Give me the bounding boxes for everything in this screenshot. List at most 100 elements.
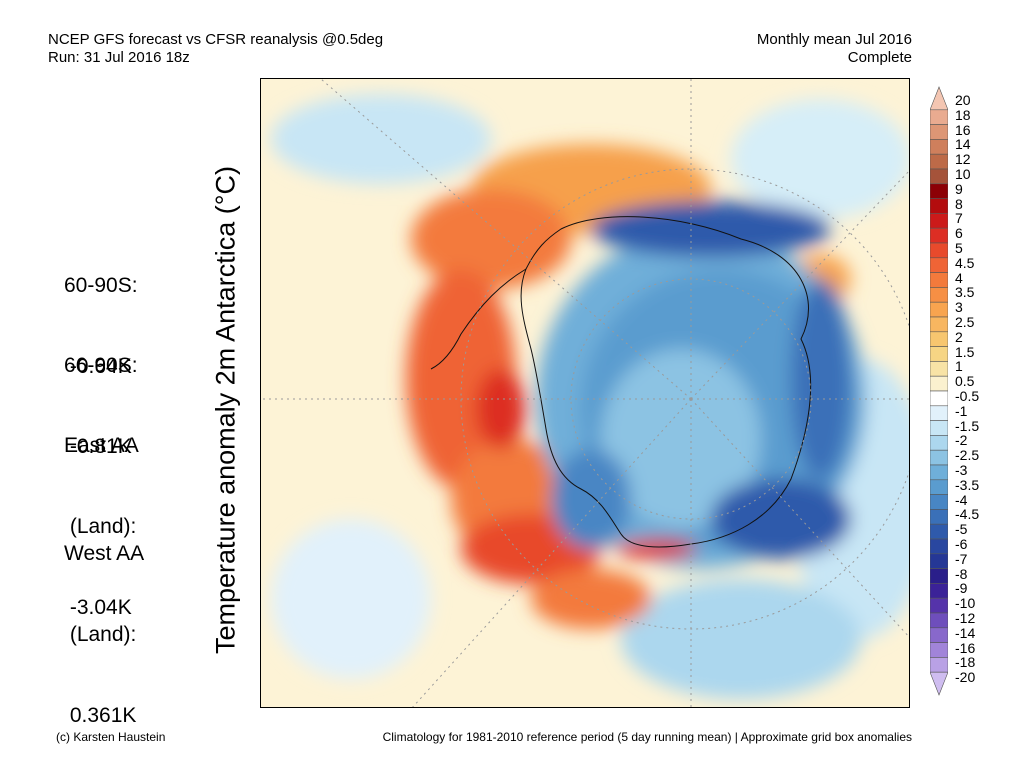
- colorbar-tick-label: -3: [955, 462, 968, 478]
- anomaly-map-svg: [261, 79, 909, 707]
- colorbar-swatch: [930, 523, 948, 540]
- colorbar-swatch: [930, 671, 948, 696]
- colorbar-swatch: [930, 479, 948, 495]
- colorbar-tick-label: -0.5: [955, 388, 980, 404]
- colorbar-tick-label: -8: [955, 565, 968, 582]
- colorbar-tick-label: 16: [955, 121, 971, 138]
- colorbar-tick-label: -14: [955, 624, 976, 641]
- colorbar-swatch: [930, 301, 948, 318]
- colorbar-tick-label: 0.5: [955, 373, 975, 390]
- colorbar-tick-label: -9: [955, 580, 968, 597]
- credit-text: (c) Karsten Haustein: [56, 730, 166, 744]
- colorbar-tick-label: 3: [955, 299, 963, 316]
- colorbar-swatch: [930, 375, 948, 392]
- stat-label: West AA: [64, 542, 145, 565]
- colorbar-tick-label: -2: [955, 432, 968, 449]
- colorbar-tick-label: -2.5: [955, 447, 980, 464]
- colorbar-swatch: [930, 509, 948, 525]
- colorbar-swatch: [930, 272, 948, 288]
- colorbar-tick-label: 3.5: [955, 284, 975, 301]
- colorbar-tick-label: -4.5: [955, 506, 980, 523]
- run-time: Run: 31 Jul 2016 18z: [48, 49, 190, 66]
- colorbar-swatch: [930, 331, 948, 347]
- stat-value: -0.64K: [64, 355, 132, 378]
- footer-note: Climatology for 1981-2010 reference peri…: [382, 730, 912, 744]
- colorbar-swatch: [930, 183, 948, 199]
- colorbar-swatch: [930, 287, 948, 303]
- colorbar-swatch: [930, 168, 948, 185]
- colorbar-tick-label: 7: [955, 210, 963, 227]
- figure-title: NCEP GFS forecast vs CFSR reanalysis @0.…: [48, 31, 383, 67]
- stat-label: 66-90S:: [64, 354, 138, 377]
- colorbar-tick-label: -4: [955, 491, 968, 508]
- colorbar-tick-label: 14: [955, 136, 971, 153]
- colorbar-tick-label: 4.5: [955, 254, 975, 271]
- colorbar-tick-label: -7: [955, 550, 968, 567]
- colorbar-swatch: [930, 420, 948, 436]
- colorbar-swatch: [930, 361, 948, 377]
- colorbar-swatch: [930, 242, 948, 259]
- stat-value: -0.81K: [64, 435, 132, 458]
- colorbar-swatch: [930, 257, 948, 273]
- anomaly-field: [271, 94, 909, 699]
- colorbar-tick-label: -16: [955, 639, 976, 656]
- peninsula-coastline: [430, 268, 527, 370]
- colorbar-swatch: [930, 390, 948, 407]
- period-info: Monthly mean Jul 2016 Complete: [757, 31, 912, 67]
- colorbar-tick-label: 2.5: [955, 314, 975, 330]
- period-label: Monthly mean Jul 2016: [756, 31, 912, 48]
- colorbar-swatch: [930, 139, 948, 155]
- colorbar-swatch: [930, 494, 948, 510]
- colorbar-tick-label: -1.5: [955, 417, 980, 434]
- stat-66-90s: 66-90S: -0.81K: [64, 298, 138, 487]
- colorbar-tick-label: -5: [955, 521, 968, 538]
- colorbar-tick-label: -20: [955, 669, 976, 686]
- stat-60-90s: 60-90S: -0.64K: [64, 218, 138, 407]
- colorbar-tick-label: 4: [955, 269, 963, 286]
- colorbar-swatch: [930, 538, 948, 555]
- colorbar-tick-label: -3.5: [955, 476, 980, 493]
- colorbar-swatch: [930, 153, 948, 170]
- stat-label-2: (Land):: [64, 623, 137, 646]
- colorbar-tick-label: -10: [955, 595, 976, 612]
- colorbar-swatch: [930, 227, 948, 244]
- y-axis-label: Temperature anomaly 2m Antarctica (°C): [210, 166, 241, 654]
- colorbar-tick-label: 12: [955, 151, 971, 168]
- stat-label: East AA: [64, 434, 139, 457]
- colorbar-swatch: [930, 124, 948, 140]
- antarctica-coastline: [520, 216, 812, 548]
- colorbar-tick-label: 10: [955, 166, 971, 182]
- colorbar-swatch: [930, 435, 948, 451]
- colorbar-swatch: [930, 86, 948, 111]
- colorbar-swatch: [930, 405, 948, 421]
- completion-status: Complete: [847, 49, 912, 66]
- colorbar-tick-label: 5: [955, 240, 963, 256]
- stat-label-2: (Land):: [64, 515, 137, 538]
- colorbar-swatch: [930, 642, 948, 658]
- colorbar-tick-label: -6: [955, 536, 968, 552]
- colorbar-swatch: [930, 316, 948, 333]
- colorbar-tick-label: -1: [955, 402, 968, 419]
- model-title: NCEP GFS forecast vs CFSR reanalysis @0.…: [48, 31, 384, 48]
- graticule: [261, 79, 909, 707]
- colorbar-tick-label: 9: [955, 180, 963, 197]
- colorbar-tick-label: -18: [955, 654, 976, 671]
- colorbar-tick-label: -12: [955, 610, 976, 626]
- colorbar-swatch: [930, 657, 948, 673]
- stat-value: -3.04K: [64, 596, 132, 619]
- colorbar-swatch: [930, 627, 948, 643]
- colorbar-swatch: [930, 597, 948, 614]
- colorbar-tick-label: 2: [955, 328, 963, 345]
- anomaly-map: [260, 78, 910, 708]
- stat-east-aa: East AA (Land): -3.04K: [64, 378, 139, 648]
- colorbar-tick-label: 8: [955, 195, 963, 212]
- colorbar-swatch: [930, 449, 948, 466]
- colorbar-swatch: [930, 198, 948, 214]
- stat-label: 60-90S:: [64, 274, 138, 297]
- colorbar-tick-label: 1: [955, 358, 963, 375]
- colorbar-swatch: [930, 346, 948, 362]
- colorbar-swatch: [930, 583, 948, 599]
- colorbar-swatch: [930, 213, 948, 229]
- colorbar-tick-label: 6: [955, 225, 963, 242]
- colorbar-swatch: [930, 109, 948, 125]
